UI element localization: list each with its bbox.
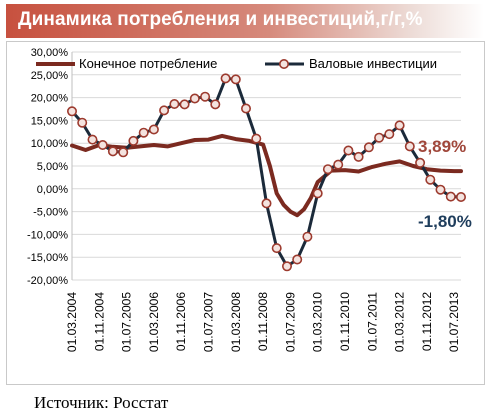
investment-marker <box>353 151 364 162</box>
x-tick-label: 01.11.2012 <box>420 292 434 351</box>
chart-frame: 30,00% 25,00% 20,00% 15,00% 10,00% 5,00% 0,00%… <box>6 41 485 385</box>
legend-marker-investment <box>278 58 289 69</box>
y-tick-label: 0,00% <box>37 184 68 196</box>
investment-marker <box>210 99 221 110</box>
investment-marker <box>445 191 456 202</box>
series-line-consumption <box>70 133 463 218</box>
investment-marker <box>261 198 272 209</box>
legend: Конечное потребление Валовые инвестиции <box>36 56 437 71</box>
x-tick-label: 01.11.2006 <box>174 292 188 351</box>
source-note: Источник: Росстат <box>34 393 169 412</box>
investment-marker <box>435 184 446 195</box>
end-label-consumption: 3,89% <box>418 137 466 156</box>
investment-marker <box>179 99 190 110</box>
investment-marker <box>169 98 180 109</box>
investment-marker <box>251 133 262 144</box>
x-tick-label: 01.11.2004 <box>92 292 106 351</box>
x-tick-label: 01.11.2010 <box>338 292 352 351</box>
title-bar: Динамика потребления и инвестиций,г/г,% <box>6 4 484 38</box>
investment-marker <box>271 243 282 254</box>
x-tick-label: 01.07.2007 <box>201 292 215 352</box>
investment-marker <box>87 134 98 145</box>
investment-marker <box>66 106 77 117</box>
y-tick-label: 25,00% <box>31 70 69 82</box>
y-tick-label: -20,00% <box>27 275 68 287</box>
investment-marker <box>118 147 129 158</box>
investment-marker <box>77 117 88 128</box>
investment-marker <box>415 157 426 168</box>
series-lines <box>66 73 466 272</box>
x-axis-ticks: 01.03.2004 01.11.2004 01.07.2005 01.03.2006… <box>65 292 461 352</box>
y-tick-label: 30,00% <box>31 47 69 59</box>
investment-marker <box>107 146 118 157</box>
y-tick-label: -5,00% <box>33 207 68 219</box>
investment-marker <box>312 188 323 199</box>
investment-marker <box>404 141 415 152</box>
investment-marker <box>230 74 241 85</box>
x-tick-label: 01.03.2006 <box>147 292 161 352</box>
y-tick-label: 20,00% <box>31 93 69 105</box>
investment-marker <box>138 127 149 138</box>
y-tick-label: 5,00% <box>37 161 68 173</box>
investment-marker <box>159 105 170 116</box>
investment-marker <box>394 120 405 131</box>
y-tick-label: 15,00% <box>31 115 69 127</box>
investment-marker <box>333 159 344 170</box>
y-axis-ticks: 30,00% 25,00% 20,00% 15,00% 10,00% 5,00% 0,00%… <box>27 47 68 287</box>
legend-label-investment: Валовые инвестиции <box>309 56 437 71</box>
x-tick-label: 01.11.2008 <box>256 292 270 351</box>
investment-marker <box>292 254 303 265</box>
investment-marker <box>302 231 313 242</box>
x-tick-label: 01.07.2011 <box>365 292 379 351</box>
investment-marker <box>425 174 436 185</box>
investment-marker <box>363 142 374 153</box>
y-tick-label: 10,00% <box>31 138 69 150</box>
y-tick-label: -10,00% <box>27 229 68 241</box>
x-tick-label: 01.07.2009 <box>283 292 297 352</box>
gridlines <box>71 51 461 281</box>
investment-marker <box>281 261 292 272</box>
investment-marker <box>384 129 395 140</box>
x-tick-label: 01.03.2004 <box>65 292 79 352</box>
line-chart: 30,00% 25,00% 20,00% 15,00% 10,00% 5,00% 0,00%… <box>27 47 472 352</box>
x-tick-label: 01.07.2005 <box>120 292 134 352</box>
chart-title: Динамика потребления и инвестиций,г/г,% <box>18 9 423 30</box>
investment-marker <box>220 73 231 84</box>
legend-label-consumption: Конечное потребление <box>79 56 217 71</box>
investment-marker <box>343 145 354 156</box>
investment-marker <box>455 192 466 203</box>
investment-marker <box>241 103 252 114</box>
investment-marker <box>128 135 139 146</box>
investment-marker <box>322 164 333 175</box>
investment-marker <box>189 93 200 104</box>
series-line-investment <box>70 76 463 268</box>
x-tick-label: 01.07.2013 <box>447 292 461 352</box>
end-label-investment: -1,80% <box>418 212 472 231</box>
x-tick-label: 01.03.2012 <box>393 292 407 352</box>
investment-marker <box>97 140 108 151</box>
investment-marker <box>200 91 211 102</box>
x-tick-label: 01.03.2008 <box>229 292 243 352</box>
investment-marker <box>148 124 159 135</box>
y-tick-label: -15,00% <box>27 252 68 264</box>
investment-marker <box>374 132 385 143</box>
x-tick-label: 01.03.2010 <box>311 292 325 352</box>
